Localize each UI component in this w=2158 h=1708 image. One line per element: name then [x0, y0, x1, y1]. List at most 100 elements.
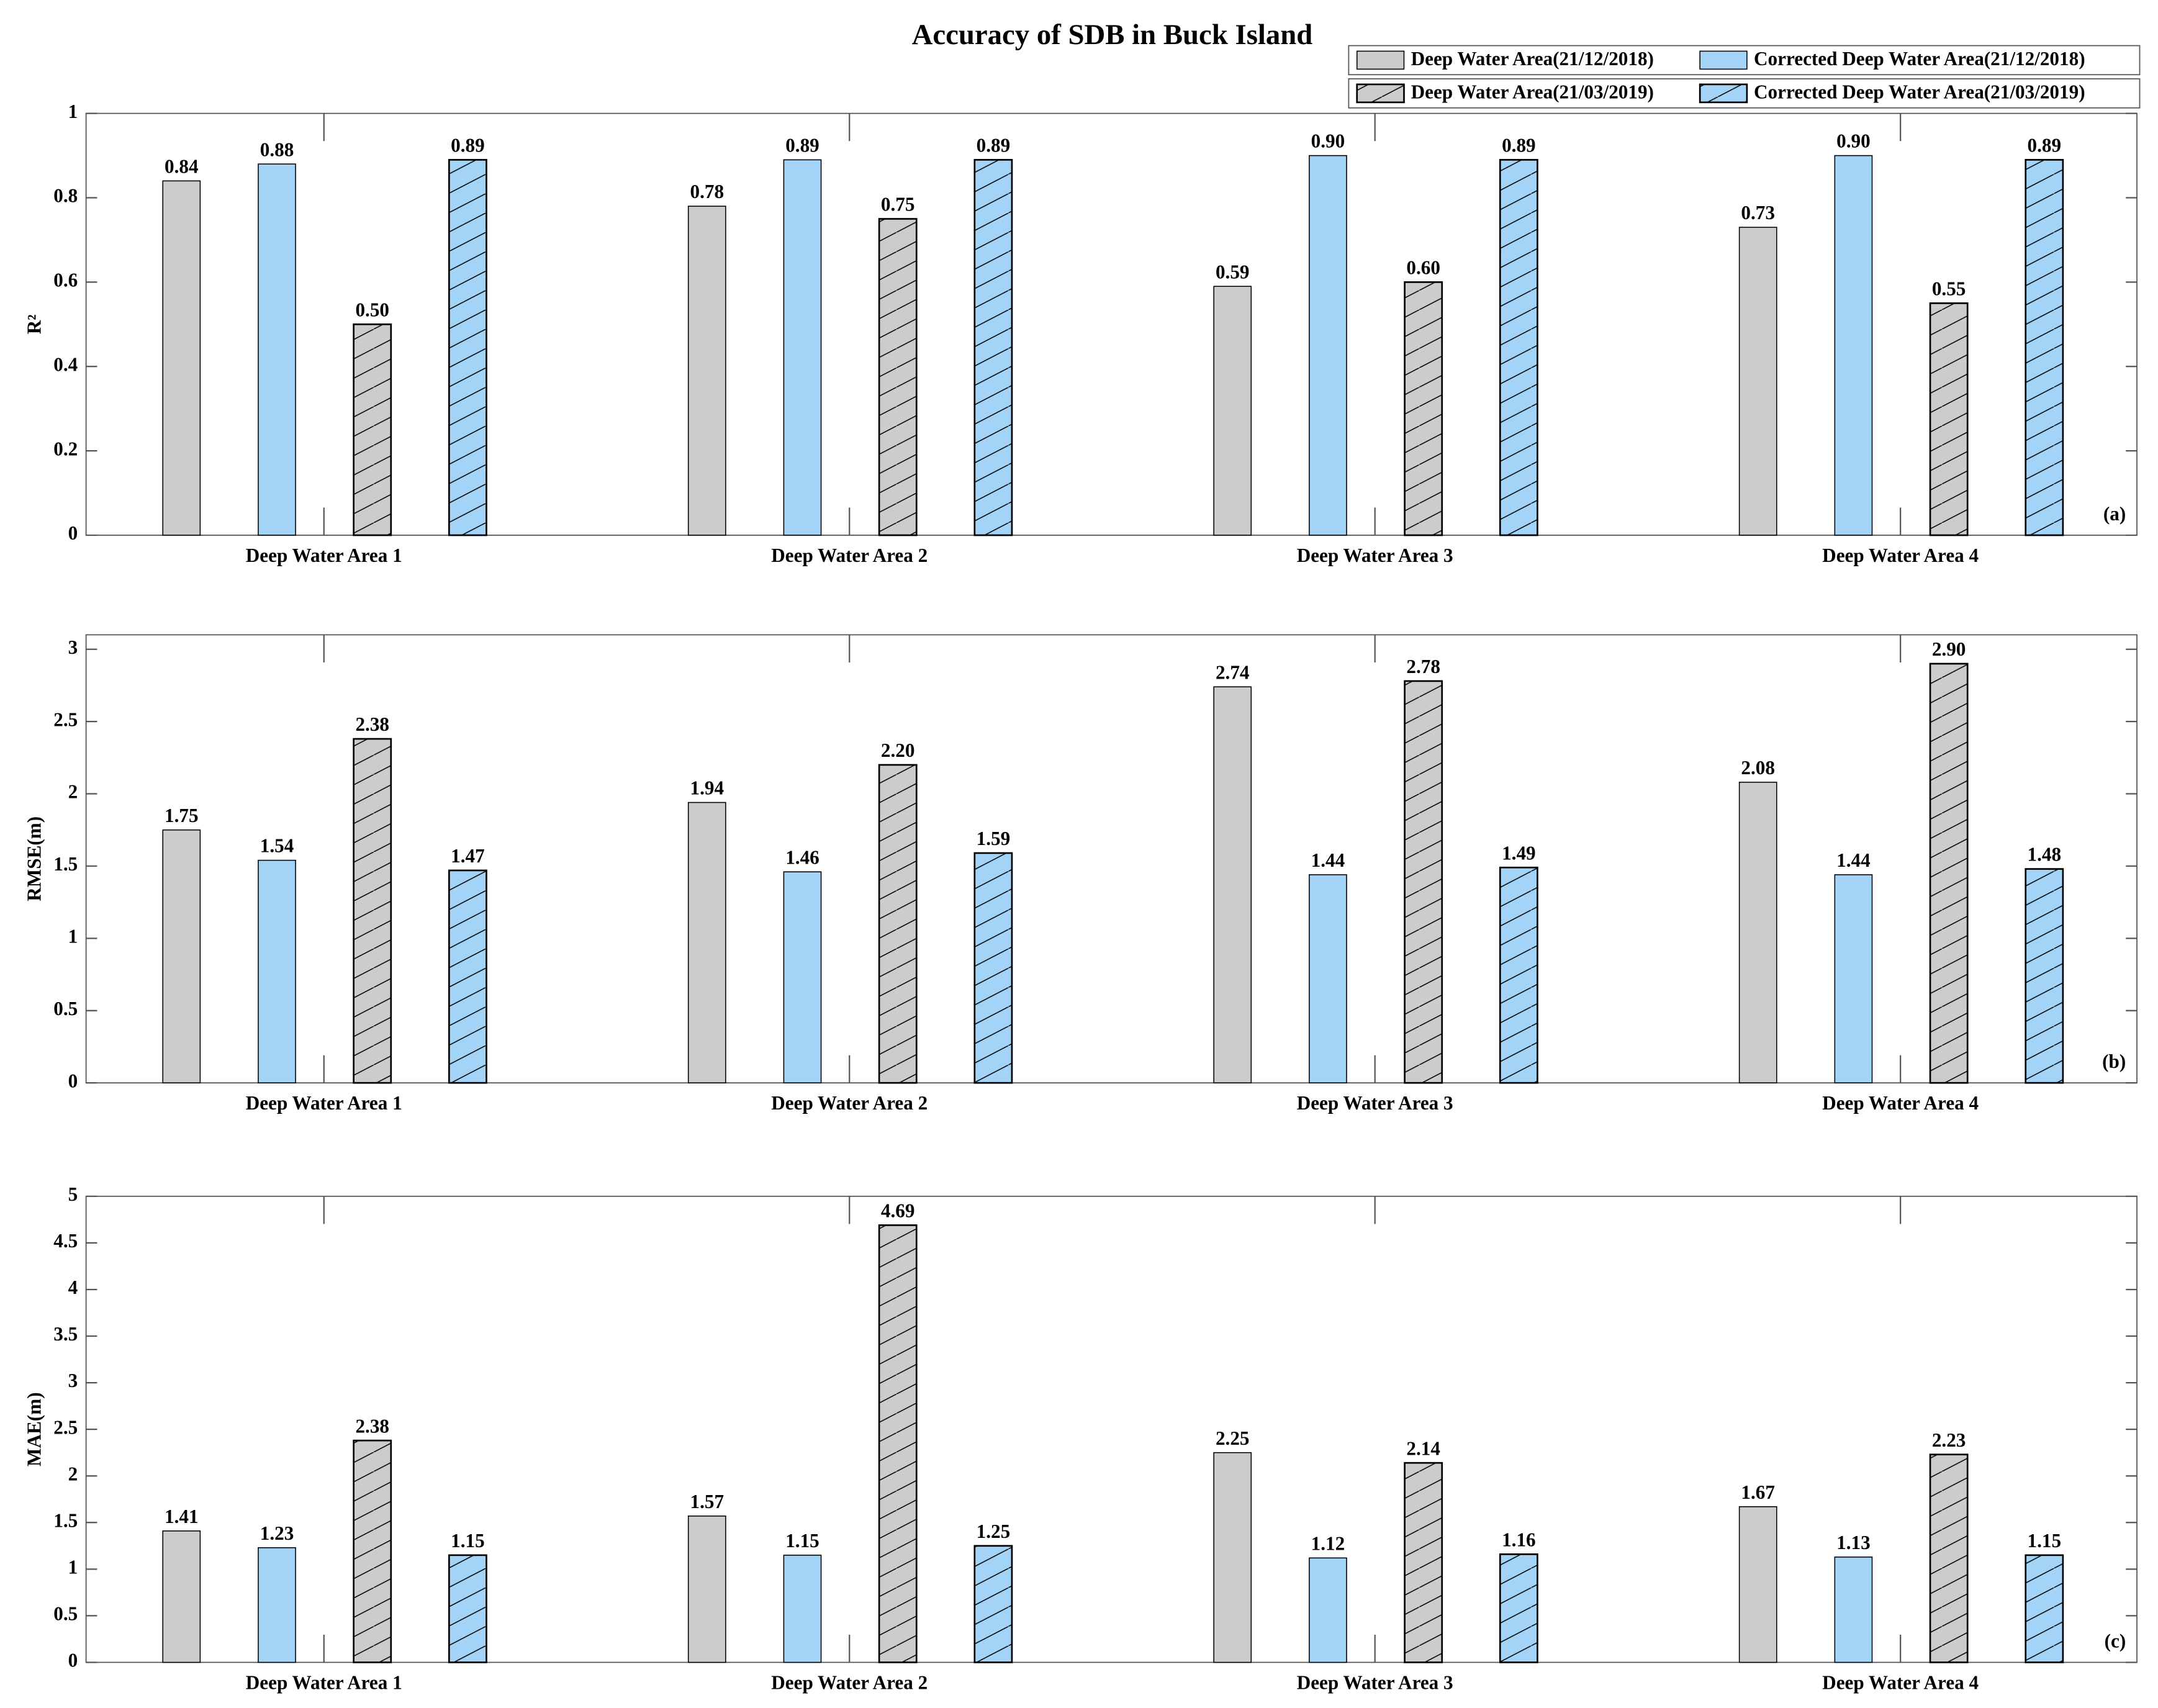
x-tick-label: Deep Water Area 2 — [771, 1092, 928, 1114]
value-label: 1.16 — [1502, 1529, 1536, 1550]
value-label: 1.25 — [977, 1520, 1011, 1542]
value-label: 2.74 — [1216, 661, 1250, 683]
bar — [1213, 686, 1252, 1083]
y-tick-label: 4.5 — [53, 1230, 78, 1252]
bar-hatch — [353, 1440, 391, 1663]
bar — [1834, 1557, 1873, 1663]
bar — [1213, 1452, 1252, 1663]
bar — [1309, 874, 1347, 1083]
x-tick-label: Deep Water Area 2 — [771, 1671, 928, 1693]
bar-hatch — [2025, 160, 2063, 536]
y-tick-label: 0.2 — [53, 438, 78, 459]
bar-hatch — [1500, 160, 1538, 536]
bar — [162, 180, 201, 536]
value-label: 0.84 — [165, 155, 199, 177]
bar — [258, 1547, 296, 1663]
x-tick-label: Deep Water Area 3 — [1297, 1092, 1453, 1114]
y-tick-label: 0.5 — [53, 1603, 78, 1625]
bar — [1738, 1506, 1777, 1663]
bar-hatch — [879, 1225, 917, 1663]
x-tick-label: Deep Water Area 1 — [246, 1671, 402, 1693]
plot-frame — [85, 634, 2138, 1084]
value-label: 1.47 — [451, 845, 485, 867]
legend-swatch — [1699, 50, 1748, 70]
value-label: 0.90 — [1836, 130, 1871, 152]
bar-hatch — [1404, 1463, 1442, 1663]
value-label: 1.15 — [451, 1530, 485, 1552]
x-tick-label: Deep Water Area 1 — [246, 544, 402, 566]
bar — [687, 1515, 726, 1663]
panel-label: (a) — [2103, 503, 2126, 525]
value-label: 2.38 — [355, 1415, 389, 1437]
bar — [162, 1530, 201, 1663]
x-tick-label: Deep Water Area 2 — [771, 544, 928, 566]
x-tick-label: Deep Water Area 4 — [1822, 1092, 1979, 1114]
value-label: 1.49 — [1502, 842, 1536, 864]
bar — [1309, 1557, 1347, 1663]
y-tick-label: 2 — [68, 1463, 78, 1484]
legend-swatch-hatch — [1700, 84, 1747, 102]
plot-frame — [85, 112, 2138, 536]
y-tick-label: 3 — [68, 636, 78, 658]
value-label: 1.75 — [165, 805, 199, 826]
value-label: 0.89 — [451, 134, 485, 156]
bar-hatch — [449, 870, 487, 1083]
value-label: 1.23 — [260, 1522, 294, 1544]
y-axis-label: RMSE(m) — [24, 816, 45, 901]
value-label: 2.25 — [1216, 1427, 1250, 1449]
value-label: 1.13 — [1836, 1532, 1871, 1553]
value-label: 0.78 — [690, 181, 725, 202]
y-tick-label: 0.4 — [53, 353, 78, 375]
y-tick-label: 3.5 — [53, 1323, 78, 1345]
value-label: 0.59 — [1216, 261, 1250, 282]
bar — [783, 871, 822, 1083]
bar — [687, 802, 726, 1083]
bar-hatch — [974, 1545, 1012, 1663]
y-tick-label: 0.5 — [53, 998, 78, 1019]
value-label: 1.12 — [1311, 1532, 1345, 1554]
y-tick-label: 3 — [68, 1370, 78, 1391]
value-label: 1.94 — [690, 777, 725, 799]
bar-hatch — [1404, 282, 1442, 536]
bar — [783, 1555, 822, 1663]
figure-title: Accuracy of SDB in Buck Island — [912, 19, 1313, 51]
y-tick-label: 0 — [68, 522, 78, 544]
y-tick-label: 5 — [68, 1183, 78, 1205]
value-label: 0.75 — [881, 194, 915, 215]
bar-hatch — [879, 764, 917, 1083]
bar-hatch — [1404, 680, 1442, 1083]
bar — [1834, 155, 1873, 536]
y-tick-label: 1 — [68, 925, 78, 947]
value-label: 1.44 — [1311, 849, 1345, 871]
legend-swatch — [1356, 50, 1405, 70]
bar — [783, 159, 822, 536]
bar-hatch — [353, 324, 391, 536]
bar — [687, 206, 726, 536]
bar — [1738, 227, 1777, 536]
panel-label: (c) — [2105, 1630, 2126, 1652]
value-label: 1.15 — [785, 1530, 819, 1552]
value-label: 0.90 — [1311, 130, 1345, 152]
y-tick-label: 0 — [68, 1650, 78, 1671]
value-label: 1.48 — [2028, 844, 2062, 865]
bar-hatch — [2025, 869, 2063, 1083]
value-label: 1.46 — [785, 846, 819, 868]
y-tick-label: 2.5 — [53, 1416, 78, 1438]
bar-hatch — [974, 852, 1012, 1083]
value-label: 0.55 — [1932, 278, 1966, 299]
y-tick-label: 1.5 — [53, 1509, 78, 1531]
value-label: 2.78 — [1406, 656, 1440, 677]
value-label: 1.41 — [165, 1506, 199, 1527]
bar-hatch — [449, 160, 487, 536]
legend-label: Deep Water Area(21/12/2018) — [1411, 48, 1654, 70]
bar — [1738, 782, 1777, 1083]
y-tick-label: 4 — [68, 1276, 78, 1298]
bar — [1309, 155, 1347, 536]
value-label: 2.38 — [355, 713, 389, 735]
bar-hatch — [449, 1555, 487, 1663]
y-axis-label: R² — [24, 314, 45, 334]
value-label: 0.89 — [1502, 134, 1536, 156]
